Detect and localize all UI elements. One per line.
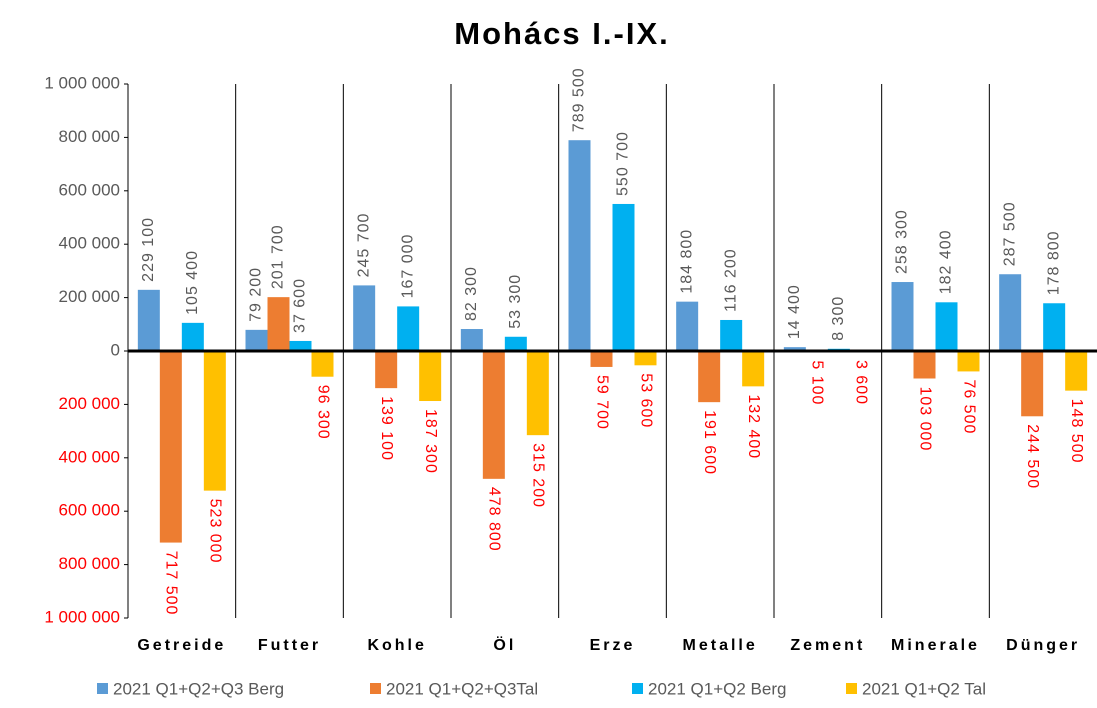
data-label: 139 100 <box>378 396 395 461</box>
data-label: 79 200 <box>248 267 265 322</box>
bar <box>482 351 505 479</box>
y-tick-label: 800 000 <box>59 554 120 573</box>
data-label: 258 300 <box>894 209 911 274</box>
bar <box>783 347 806 351</box>
data-label: 3 600 <box>853 360 870 405</box>
bar <box>245 329 268 351</box>
bar <box>504 336 527 351</box>
bar <box>159 351 182 543</box>
y-tick-label: 1 000 000 <box>44 73 120 92</box>
data-label: 478 800 <box>486 487 503 552</box>
data-label: 550 700 <box>615 131 632 196</box>
x-tick-label: Minerale <box>891 637 980 654</box>
bar <box>353 285 376 351</box>
data-label: 103 000 <box>916 387 933 452</box>
bar <box>568 140 591 351</box>
bar <box>460 329 483 351</box>
data-label: 287 500 <box>1001 201 1018 266</box>
bar <box>137 289 160 351</box>
x-tick-label: Erze <box>590 637 636 654</box>
data-label: 717 500 <box>163 551 180 616</box>
bar <box>1065 351 1088 391</box>
bar <box>891 282 914 351</box>
y-tick-label: 1 000 000 <box>44 607 120 626</box>
x-tick-label: Metalle <box>683 637 758 654</box>
legend-label: 2021 Q1+Q2 Berg <box>648 679 786 698</box>
data-label: 191 600 <box>701 410 718 475</box>
bar <box>957 351 980 372</box>
x-tick-label: Zement <box>790 637 865 654</box>
data-label: 96 300 <box>314 385 331 440</box>
legend-label: 2021 Q1+Q2+Q3Tal <box>386 679 538 698</box>
data-label: 132 400 <box>745 394 762 459</box>
data-label: 178 800 <box>1045 230 1062 295</box>
data-label: 523 000 <box>207 499 224 564</box>
data-label: 184 800 <box>678 229 695 294</box>
x-tick-label: Kohle <box>367 637 426 654</box>
y-tick-label: 600 000 <box>59 501 120 520</box>
x-tick-label: Getreide <box>137 637 226 654</box>
legend-swatch <box>370 683 381 694</box>
data-label: 315 200 <box>530 443 547 508</box>
bar <box>267 297 290 351</box>
chart-title: Mohács I.-IX. <box>454 16 669 51</box>
data-label: 59 700 <box>593 375 610 430</box>
bar <box>634 351 657 366</box>
bar <box>590 351 613 367</box>
bar <box>742 351 765 387</box>
bar <box>375 351 398 389</box>
legend-swatch <box>97 683 108 694</box>
y-tick-label: 200 000 <box>59 394 120 413</box>
bar <box>181 322 204 351</box>
bar <box>999 274 1022 351</box>
bar <box>311 351 334 377</box>
data-label: 789 500 <box>571 67 588 132</box>
y-tick-label: 400 000 <box>59 447 120 466</box>
bar <box>1043 303 1066 351</box>
bar <box>913 351 936 379</box>
bar <box>1021 351 1044 417</box>
data-label: 82 300 <box>463 266 480 321</box>
legend-label: 2021 Q1+Q2 Tal <box>862 679 986 698</box>
data-label: 5 100 <box>809 360 826 405</box>
y-tick-label: 400 000 <box>59 234 120 253</box>
data-label: 116 200 <box>722 248 739 312</box>
legend-swatch <box>632 683 643 694</box>
data-label: 201 700 <box>270 224 287 289</box>
y-tick-label: 200 000 <box>59 287 120 306</box>
data-label: 37 600 <box>292 278 309 333</box>
bar <box>526 351 549 436</box>
data-label: 182 400 <box>938 229 955 294</box>
data-label: 229 100 <box>140 217 157 282</box>
bar <box>720 319 743 351</box>
bar <box>419 351 442 402</box>
y-tick-label: 0 <box>111 340 120 359</box>
data-label: 245 700 <box>355 213 372 278</box>
bar <box>612 203 635 351</box>
data-label: 187 300 <box>422 409 439 474</box>
data-label: 14 400 <box>786 284 803 339</box>
legend-swatch <box>846 683 857 694</box>
data-label: 148 500 <box>1068 399 1085 464</box>
bar <box>397 306 420 351</box>
y-tick-label: 800 000 <box>59 127 120 146</box>
legend-label: 2021 Q1+Q2+Q3 Berg <box>113 679 284 698</box>
bar <box>203 351 226 491</box>
y-tick-label: 600 000 <box>59 180 120 199</box>
data-label: 76 500 <box>960 379 977 434</box>
bar <box>676 301 699 351</box>
data-label: 8 300 <box>830 296 847 341</box>
data-label: 244 500 <box>1024 424 1041 489</box>
bar <box>698 351 721 403</box>
data-label: 167 000 <box>399 234 416 299</box>
x-tick-label: Futter <box>258 637 321 654</box>
data-label: 53 300 <box>507 274 524 329</box>
bar <box>289 340 312 351</box>
data-label: 105 400 <box>184 250 201 315</box>
bar <box>935 302 958 351</box>
x-tick-label: Dünger <box>1006 637 1080 654</box>
x-tick-label: Öl <box>493 635 516 654</box>
data-label: 53 600 <box>637 373 654 428</box>
